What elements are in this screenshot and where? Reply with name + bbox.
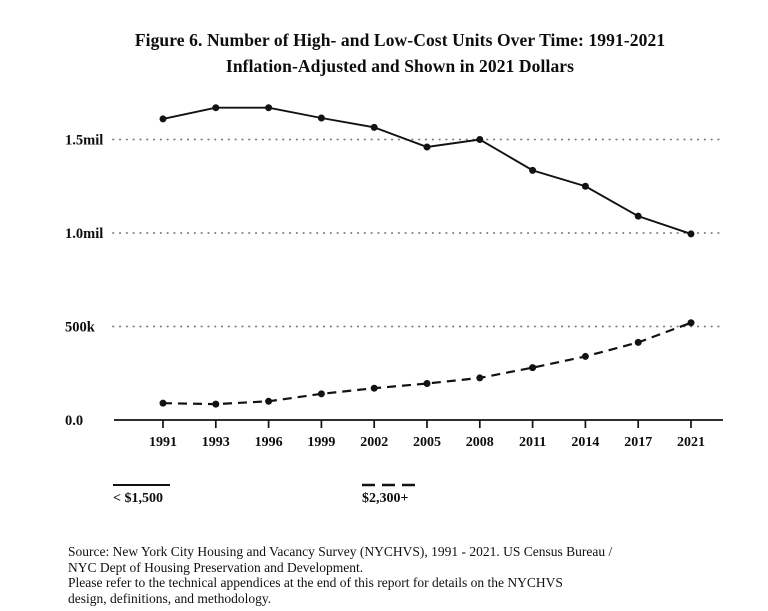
data-point xyxy=(159,115,167,123)
legend-label-under-1500: < $1,500 xyxy=(113,491,163,506)
data-point xyxy=(687,319,695,327)
y-tick-label: 0.0 xyxy=(65,413,83,429)
x-tick-label: 2005 xyxy=(413,435,441,450)
solid-line-sample-icon xyxy=(113,484,170,486)
source-note: Source: New York City Housing and Vacanc… xyxy=(68,544,728,606)
source-line-4: design, definitions, and methodology. xyxy=(68,590,272,606)
data-point xyxy=(476,136,484,143)
data-point xyxy=(634,212,642,220)
x-tick-label: 2014 xyxy=(571,435,599,450)
dashed-line-sample-icon xyxy=(362,483,416,487)
data-point xyxy=(265,397,273,405)
data-point xyxy=(634,338,642,346)
data-point xyxy=(581,182,589,190)
x-tick-label: 2008 xyxy=(466,435,494,450)
data-point xyxy=(212,104,220,112)
x-tick-label: 2011 xyxy=(519,435,546,450)
x-tick-label: 1996 xyxy=(255,435,283,450)
data-point xyxy=(529,166,537,174)
data-point xyxy=(370,384,378,392)
figure-title-line1: Figure 6. Number of High- and Low-Cost U… xyxy=(134,30,666,50)
source-line-2: NYC Dept of Housing Preservation and Dev… xyxy=(68,559,364,575)
data-point xyxy=(265,104,273,112)
x-tick-label: 2017 xyxy=(624,435,652,450)
data-point xyxy=(370,123,378,131)
series-line-low-cost xyxy=(162,106,692,235)
y-tick-label: 500k xyxy=(65,320,96,336)
series-line-high-cost xyxy=(162,321,692,406)
data-point xyxy=(423,380,431,388)
legend-item-under-1500: < $1,500 xyxy=(113,482,170,507)
source-line-1: Source: New York City Housing and Vacanc… xyxy=(68,544,613,559)
legend-item-2300-plus: $2,300+ xyxy=(362,482,416,507)
data-point xyxy=(159,399,167,407)
x-tick-label: 2002 xyxy=(360,435,388,450)
data-point xyxy=(317,390,325,398)
data-point xyxy=(317,114,325,122)
source-line-3: Please refer to the technical appendices… xyxy=(68,575,563,590)
data-point xyxy=(476,374,484,382)
y-tick-label: 1.0mil xyxy=(65,226,103,242)
data-point xyxy=(687,230,695,238)
legend-label-2300-plus: $2,300+ xyxy=(362,491,409,506)
data-point xyxy=(581,352,589,360)
data-point xyxy=(529,364,537,372)
data-point xyxy=(212,400,220,408)
x-tick-label: 1993 xyxy=(202,435,230,450)
x-tick-label: 1999 xyxy=(307,435,335,450)
figure-title-line2: Inflation-Adjusted and Shown in 2021 Dol… xyxy=(225,56,575,76)
x-tick-label: 1991 xyxy=(149,435,177,450)
figure-title: Figure 6. Number of High- and Low-Cost U… xyxy=(30,27,768,79)
y-tick-label: 1.5mil xyxy=(65,133,103,149)
data-point xyxy=(423,143,431,151)
x-tick-label: 2021 xyxy=(677,435,705,450)
